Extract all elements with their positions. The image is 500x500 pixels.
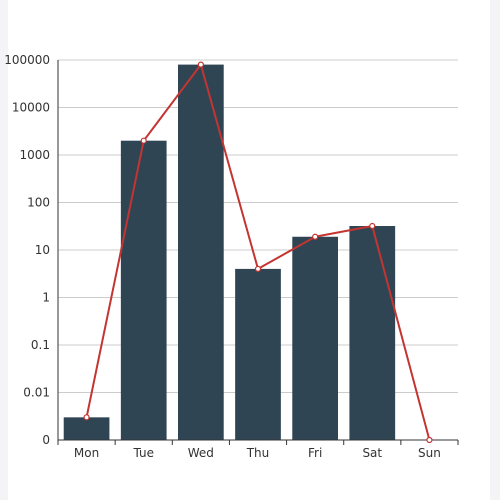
bar-thu [235, 268, 281, 440]
y-tick-label: 1000 [19, 148, 50, 162]
y-tick-label: 1 [42, 291, 50, 305]
y-tick-label: 10 [35, 243, 50, 257]
y-tick-label: 100 [27, 196, 50, 210]
bar-tue [120, 140, 167, 440]
x-tick-label-wed: Wed [188, 446, 214, 460]
x-tick-label-sat: Sat [362, 446, 382, 460]
y-tick-label: 0.01 [23, 386, 50, 400]
y-tick-label: 0 [42, 433, 50, 447]
y-tick-label: 10000 [12, 101, 50, 115]
x-tick-label-sun: Sun [418, 446, 441, 460]
chart-panel: 0 0.01 0.1 1 10 100 1000 10000 100000 Mon Tue Wed Th… [4, 0, 490, 500]
y-tick-label: 0.1 [31, 338, 50, 352]
line-point-fri [312, 233, 319, 240]
bar-wed [178, 64, 224, 441]
x-tick-label-mon: Mon [74, 446, 99, 460]
bar-sat [349, 226, 396, 440]
line-point-sun [426, 436, 433, 444]
bar-fri [292, 236, 338, 440]
bar-mon [63, 417, 110, 440]
x-tick-label-tue: Tue [132, 446, 154, 460]
x-tick-label-thu: Thu [246, 446, 270, 460]
y-tick-label: 100000 [4, 53, 50, 67]
line-point-tue [140, 137, 147, 144]
line-point-wed [197, 61, 204, 68]
x-tick-label-fri: Fri [308, 446, 322, 460]
line-point-thu [254, 265, 262, 273]
line-point-sat [369, 222, 376, 230]
line-point-mon [83, 414, 90, 421]
